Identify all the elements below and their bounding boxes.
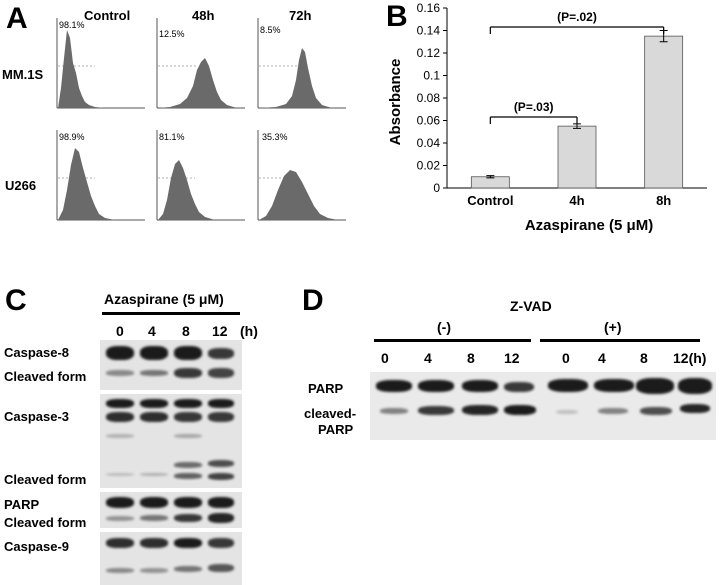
- histogram-mm1s-control: [56, 18, 145, 109]
- panel-a-row-u266: U266: [5, 178, 37, 193]
- y-tick-label: 0.04: [417, 136, 441, 150]
- x-tick-label: 8h: [656, 193, 671, 208]
- panel-d-lane-minus-12: 12: [504, 350, 520, 366]
- y-tick-label: 0.16: [417, 1, 441, 15]
- panel-a-col-72h: 72h: [289, 8, 312, 23]
- blot-caspase-3: [100, 394, 242, 488]
- panel-d-rule-plus: [540, 339, 700, 342]
- panel-d-lane-minus-8: 8: [467, 350, 475, 366]
- label-caspase-3: Caspase-3: [4, 409, 70, 424]
- y-tick-label: 0.1: [423, 69, 440, 83]
- blot-parp: [100, 492, 242, 528]
- panel-c-lane-0: 0: [116, 323, 124, 339]
- panel-a-letter: A: [6, 2, 28, 35]
- panel-d-label-cleaved-parp: PARP: [318, 422, 354, 437]
- bar-8h: [644, 35, 684, 189]
- histogram-mm1s-48h: [156, 18, 245, 109]
- histogram-u266-48h: [156, 130, 245, 221]
- panel-d-lane-plus-12: 12(h): [673, 350, 707, 366]
- panel-c-letter: C: [5, 284, 27, 317]
- y-tick-label: 0.14: [417, 24, 441, 38]
- panel-d-rule-minus: [374, 339, 531, 342]
- p-value-annotation: (P=.02): [557, 10, 597, 24]
- pct-mm1s-72h: 8.5%: [260, 25, 281, 35]
- panel-d-label-parp: PARP: [308, 381, 344, 396]
- panel-d-lane-plus-8: 8: [640, 350, 648, 366]
- histogram-u266-control: [56, 130, 145, 221]
- panel-a-col-48h: 48h: [192, 8, 215, 23]
- panel-d-label-cleaved: cleaved-: [304, 406, 357, 421]
- panel-c-lane-8: 8: [182, 323, 190, 339]
- label-caspase-8: Caspase-8: [4, 345, 70, 360]
- y-tick-label: 0.06: [417, 114, 441, 128]
- pct-u266-72h: 35.3%: [262, 132, 288, 142]
- x-tick-label: 4h: [569, 193, 584, 208]
- pct-u266-48h: 81.1%: [159, 132, 185, 142]
- pct-mm1s-48h: 12.5%: [159, 29, 185, 39]
- panel-b-letter: B: [386, 0, 408, 33]
- blot-caspase-9: [100, 532, 242, 585]
- y-tick-label: 0.08: [417, 91, 441, 105]
- x-tick-label: Control: [467, 193, 513, 208]
- panel-c-title: Azaspirane (5 μM): [104, 291, 224, 307]
- blot-panel-d: [370, 372, 716, 440]
- label-caspase-8-cleaved: Cleaved form: [4, 369, 87, 384]
- panel-a-row-mm1s: MM.1S: [2, 67, 44, 82]
- absorbance-bar-chart: 0 0.02 0.04 0.06 0.08 0.1 0.12 0.14 0.16 Control 4…: [387, 1, 707, 234]
- blot-caspase-8: [100, 340, 242, 390]
- y-tick-label: 0.02: [417, 159, 441, 173]
- label-caspase-3-cleaved: Cleaved form: [4, 472, 87, 487]
- bar-control: [470, 176, 510, 189]
- panel-d-letter: D: [302, 284, 324, 317]
- label-caspase-9: Caspase-9: [4, 539, 70, 554]
- histogram-u266-72h: [257, 130, 346, 221]
- panel-d-lane-minus-4: 4: [424, 350, 432, 366]
- panel-d-group-plus: (+): [604, 319, 622, 335]
- panel-a-col-control: Control: [84, 8, 131, 23]
- y-tick-label: 0.12: [417, 46, 441, 60]
- y-axis-title: Absorbance: [387, 59, 404, 146]
- bar-4h: [557, 125, 597, 189]
- y-tick-label: 0: [433, 181, 440, 195]
- panel-c-lane-4: 4: [148, 323, 156, 339]
- pct-mm1s-control: 98.1%: [59, 20, 85, 30]
- panel-d-lane-minus-0: 0: [381, 350, 389, 366]
- label-parp: PARP: [4, 497, 40, 512]
- panel-d-lane-plus-4: 4: [598, 350, 606, 366]
- p-value-annotation: (P=.03): [514, 100, 554, 114]
- histogram-mm1s-72h: [257, 18, 346, 109]
- label-parp-cleaved: Cleaved form: [4, 515, 87, 530]
- panel-c-title-rule: [102, 312, 240, 315]
- x-axis-title: Azaspirane (5 μM): [525, 217, 653, 234]
- panel-d-lane-plus-0: 0: [562, 350, 570, 366]
- panel-d-title: Z-VAD: [510, 298, 552, 314]
- panel-c-lane-12: 12: [212, 323, 228, 339]
- pct-u266-control: 98.9%: [59, 132, 85, 142]
- panel-c-unit: (h): [240, 323, 258, 339]
- panel-d-group-minus: (-): [437, 319, 451, 335]
